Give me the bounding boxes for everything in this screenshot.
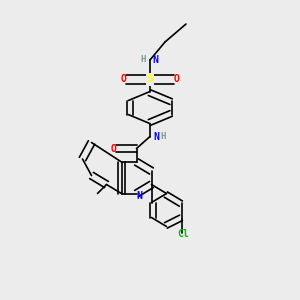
Text: O: O	[173, 74, 179, 85]
Text: N: N	[153, 131, 159, 142]
Text: H: H	[161, 132, 166, 141]
Text: Cl: Cl	[177, 229, 189, 239]
Text: N: N	[136, 191, 142, 201]
Text: S: S	[147, 74, 153, 85]
Text: O: O	[110, 143, 116, 154]
Text: O: O	[121, 74, 127, 85]
Text: H: H	[140, 56, 145, 64]
Text: N: N	[152, 55, 158, 65]
